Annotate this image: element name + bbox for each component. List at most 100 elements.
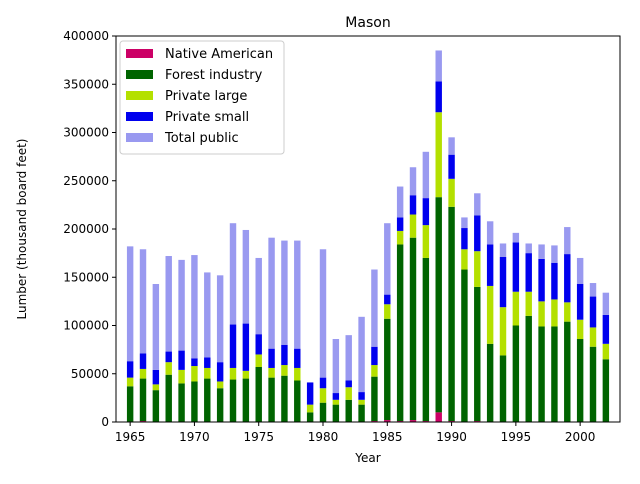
x-tick-label: 1975 — [243, 430, 274, 444]
legend-box — [119, 40, 285, 155]
bar-private-small-1977 — [281, 344, 288, 366]
bars-group — [126, 50, 610, 422]
bar-total-public-1998 — [551, 245, 558, 263]
bar-forest-industry-1996 — [525, 315, 532, 422]
bar-private-small-1967 — [152, 369, 160, 385]
x-tick-label: 1990 — [436, 430, 467, 444]
bar-forest-industry-1982 — [345, 399, 352, 422]
bar-private-large-1994 — [499, 307, 507, 356]
bar-private-small-1975 — [255, 334, 262, 355]
y-tick-label: 350000 — [63, 77, 109, 91]
bar-private-small-1981 — [332, 393, 340, 400]
bar-forest-industry-1976 — [268, 377, 275, 422]
bar-private-small-1995 — [512, 242, 520, 292]
bar-private-large-1966 — [139, 368, 147, 379]
legend-swatch — [126, 133, 153, 142]
bar-total-public-1975 — [255, 257, 262, 335]
bar-private-small-1969 — [178, 350, 185, 370]
bar-forest-industry-1990 — [448, 206, 455, 422]
bar-forest-industry-2001 — [589, 346, 597, 422]
bar-private-large-1976 — [268, 367, 275, 378]
bar-private-large-1991 — [461, 249, 468, 270]
bar-private-small-1984 — [371, 346, 378, 366]
bar-private-large-1972 — [216, 381, 224, 389]
bar-forest-industry-1995 — [512, 325, 520, 422]
bar-private-large-1969 — [178, 369, 185, 384]
bar-total-public-1965 — [126, 246, 134, 362]
y-tick-label: 50000 — [71, 367, 109, 381]
bar-private-small-1976 — [268, 348, 275, 368]
bar-forest-industry-1969 — [178, 383, 185, 422]
bar-private-large-1977 — [281, 365, 288, 376]
bar-forest-industry-1997 — [538, 326, 545, 422]
legend-swatch — [126, 91, 153, 100]
bar-private-small-1972 — [216, 362, 224, 382]
bar-private-large-1997 — [538, 301, 545, 327]
bar-total-public-1982 — [345, 335, 352, 381]
bar-forest-industry-1989 — [435, 197, 442, 413]
bar-forest-industry-1975 — [255, 367, 262, 422]
x-tick-label: 1985 — [372, 430, 403, 444]
bar-native-american-1989 — [435, 412, 442, 422]
bar-private-small-1980 — [319, 377, 327, 389]
bar-forest-industry-1987 — [409, 237, 417, 421]
bar-forest-industry-1993 — [486, 343, 494, 422]
bar-private-small-1971 — [204, 357, 211, 368]
x-axis-label: Year — [354, 451, 380, 465]
bar-private-large-1970 — [191, 366, 198, 382]
bar-forest-industry-1977 — [281, 375, 288, 422]
bar-total-public-1971 — [204, 272, 211, 358]
bar-private-large-1968 — [165, 362, 172, 375]
bar-total-public-1966 — [139, 249, 147, 354]
bar-total-public-1984 — [371, 269, 378, 347]
bar-private-large-1983 — [358, 399, 365, 405]
bar-private-small-1966 — [139, 353, 147, 369]
bar-total-public-1970 — [191, 255, 198, 359]
bar-private-large-1988 — [422, 225, 430, 258]
bar-private-large-1985 — [384, 304, 391, 319]
bar-private-large-2001 — [589, 327, 597, 347]
bar-private-small-1992 — [474, 215, 481, 252]
bar-native-american-1987 — [409, 420, 417, 422]
bar-private-large-1998 — [551, 299, 558, 327]
bar-private-small-1986 — [396, 217, 404, 231]
bar-total-public-1995 — [512, 232, 520, 243]
bar-private-small-1990 — [448, 154, 455, 179]
bar-private-small-1978 — [294, 348, 301, 368]
legend-label: Native American — [165, 47, 273, 62]
bar-private-large-2000 — [576, 319, 584, 340]
bar-private-small-1993 — [486, 244, 494, 286]
bar-private-large-1981 — [332, 399, 340, 405]
bar-total-public-1989 — [435, 50, 442, 82]
bar-private-large-1971 — [204, 367, 211, 379]
bar-private-large-1979 — [306, 404, 314, 413]
bar-forest-industry-1980 — [319, 402, 327, 422]
bar-native-american-1985 — [384, 420, 391, 422]
y-tick-label: 400000 — [63, 29, 109, 43]
bar-private-large-1978 — [294, 367, 301, 381]
bar-private-large-2002 — [602, 343, 610, 360]
bar-private-large-1986 — [396, 230, 404, 245]
bar-private-small-1989 — [435, 81, 442, 113]
y-tick-label: 150000 — [63, 270, 109, 284]
bar-total-public-1973 — [229, 223, 237, 325]
bar-total-public-1983 — [358, 316, 365, 393]
bar-forest-industry-1998 — [551, 326, 558, 422]
bar-total-public-1972 — [216, 275, 224, 363]
bar-private-large-1987 — [409, 214, 417, 238]
bar-private-large-1990 — [448, 178, 455, 207]
bar-total-public-1985 — [384, 223, 391, 295]
bar-forest-industry-1971 — [204, 378, 211, 422]
bar-total-public-1994 — [499, 243, 507, 257]
bar-private-small-1965 — [126, 361, 134, 378]
x-tick-label: 1970 — [179, 430, 210, 444]
bar-private-small-1998 — [551, 262, 558, 300]
bar-forest-industry-1974 — [242, 378, 250, 422]
bar-private-large-1967 — [152, 384, 160, 391]
bar-forest-industry-1981 — [332, 404, 340, 422]
bar-forest-industry-1978 — [294, 380, 301, 422]
bar-private-small-1996 — [525, 253, 532, 292]
x-tick-label: 1995 — [501, 430, 532, 444]
legend-label: Total public — [164, 131, 239, 146]
